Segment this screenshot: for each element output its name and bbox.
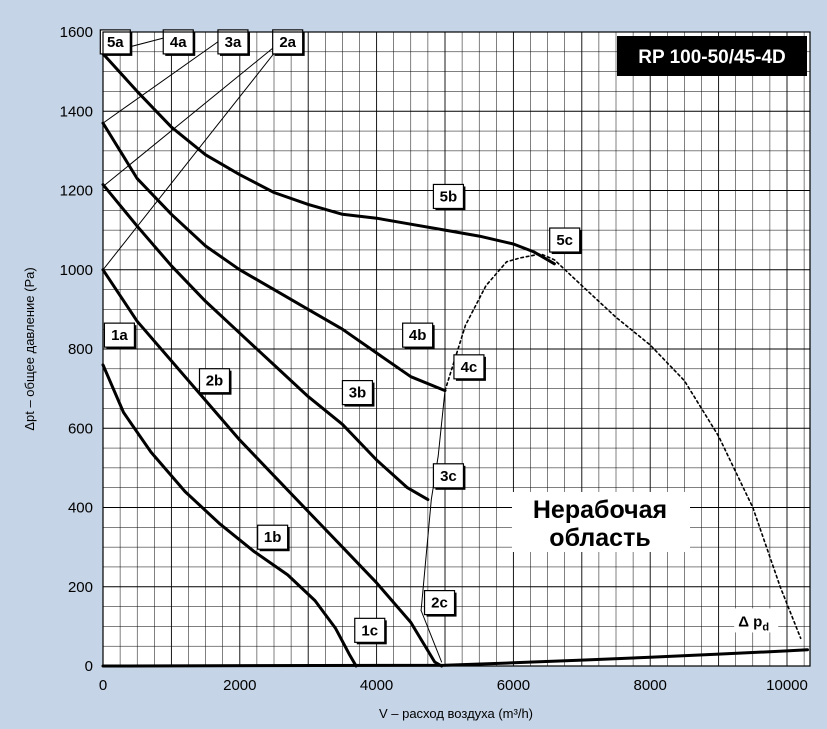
curve-label-box: [257, 524, 289, 550]
curve-label-box: [354, 617, 386, 643]
title-box: RP 100-50/45-4D: [617, 36, 807, 76]
curve-label-box: [341, 379, 374, 406]
curve-Δpd: [101, 648, 809, 668]
y-tick-labels: 0 200 400 600 800 1000 1200 1400 1600: [60, 24, 93, 675]
dpd-label-bg: [734, 608, 779, 633]
curve-label-text: 2a: [279, 34, 296, 51]
curve-label-1c: 1c: [354, 617, 387, 645]
plot-frame: [102, 31, 811, 667]
curve-2c-line: [420, 610, 443, 663]
curve-1a: [102, 35, 289, 271]
y-tick-label: 400: [68, 500, 93, 517]
curve-label-text: 5c: [556, 232, 573, 249]
curve-label-text: 4b: [409, 327, 427, 344]
curve-label-2a: 2a: [272, 29, 305, 56]
curve-label-text: 2b: [206, 373, 224, 390]
grid: [103, 32, 810, 666]
curve-label-1b: 1b: [257, 524, 290, 552]
curve-4b: [101, 121, 447, 393]
curve-label-1a: 1a: [103, 322, 137, 350]
x-tick-label: 10000: [766, 677, 808, 694]
y-tick-label: 1200: [60, 183, 93, 200]
curve-c-boundary-dashed: [444, 253, 802, 640]
curve-label-box: [217, 29, 249, 55]
curve-label-3c: 3c: [432, 463, 466, 490]
curve-1b: [101, 363, 358, 668]
curve-label-text: 4c: [461, 359, 478, 376]
curve-label-3a: 3a: [217, 29, 250, 56]
curve-label-5b: 5b: [432, 183, 466, 211]
curve-label-2b: 2b: [198, 368, 232, 395]
curve-label-box: [99, 29, 131, 55]
curve-label-4c: 4c: [453, 354, 486, 381]
curve-label-box: [549, 227, 581, 253]
curve-label-text: 1a: [111, 327, 128, 344]
curve-label-box: [423, 589, 456, 616]
non-working-zone-label: Нерабочая область: [512, 492, 690, 552]
curve-labels: 5a 4a 3a 2a 5b 5c 4b 4c 3b 3c 2b 2c 1a 1b 1c: [99, 29, 582, 645]
y-tick-label: 800: [68, 341, 93, 358]
curve-label-5a: 5a: [99, 29, 133, 56]
curves: [101, 35, 809, 668]
curve-label-text: 1c: [361, 622, 378, 639]
curve-label-box: [198, 368, 231, 394]
dpd-label-text: Δ pd: [738, 613, 769, 633]
x-tick-label: 2000: [223, 677, 256, 694]
curve-label-text: 5b: [440, 188, 458, 205]
y-tick-label: 1400: [60, 103, 93, 120]
curve-2b: [101, 268, 444, 668]
y-tick-label: 600: [68, 420, 93, 437]
y-axis-label: Δpt – общее давление (Pa): [22, 267, 37, 430]
curve-label-text: 4a: [170, 34, 187, 51]
curve-label-text: 1b: [264, 529, 282, 546]
curve-2a: [102, 35, 289, 187]
curve-label-text: 3a: [225, 34, 242, 51]
curve-label-text: 2c: [431, 595, 448, 612]
curve-label-box: [272, 29, 304, 55]
curve-label-box: [402, 322, 434, 348]
curve-label-text: 5a: [107, 34, 124, 51]
curve-label-3b: 3b: [341, 379, 375, 407]
x-tick-label: 4000: [360, 677, 393, 694]
y-tick-label: 0: [85, 658, 93, 675]
curve-label-box: [453, 354, 485, 380]
curve-label-text: 3c: [440, 468, 457, 485]
y-tick-label: 200: [68, 579, 93, 596]
x-tick-labels: 0 2000 4000 6000 8000 10000: [99, 677, 808, 694]
y-tick-label: 1000: [60, 262, 93, 279]
x-tick-label: 0: [99, 677, 107, 694]
x-tick-label: 6000: [497, 677, 530, 694]
curve-label-box: [432, 463, 465, 489]
curve-label-5c: 5c: [549, 227, 582, 255]
chart-title: RP 100-50/45-4D: [638, 47, 786, 68]
curve-label-box: [103, 322, 136, 348]
curve-label-4b: 4b: [402, 322, 435, 350]
dpd-label: Δ pd: [734, 608, 779, 633]
x-axis-label: V – расход воздуха (m³/h): [379, 706, 533, 721]
zone-label-line-2: область: [549, 524, 650, 552]
curve-label-text: 3b: [349, 385, 367, 402]
zone-label-line-1: Нерабочая: [533, 496, 667, 524]
y-tick-label: 1600: [60, 24, 93, 41]
curve-3a: [102, 35, 227, 124]
curve-label-4a: 4a: [162, 29, 196, 56]
curve-label-2c: 2c: [423, 589, 457, 617]
x-tick-label: 8000: [634, 677, 667, 694]
curve-5b: [101, 52, 556, 266]
curve-3b: [101, 183, 430, 502]
curve-label-box: [432, 183, 465, 210]
curve-label-box: [162, 29, 194, 55]
